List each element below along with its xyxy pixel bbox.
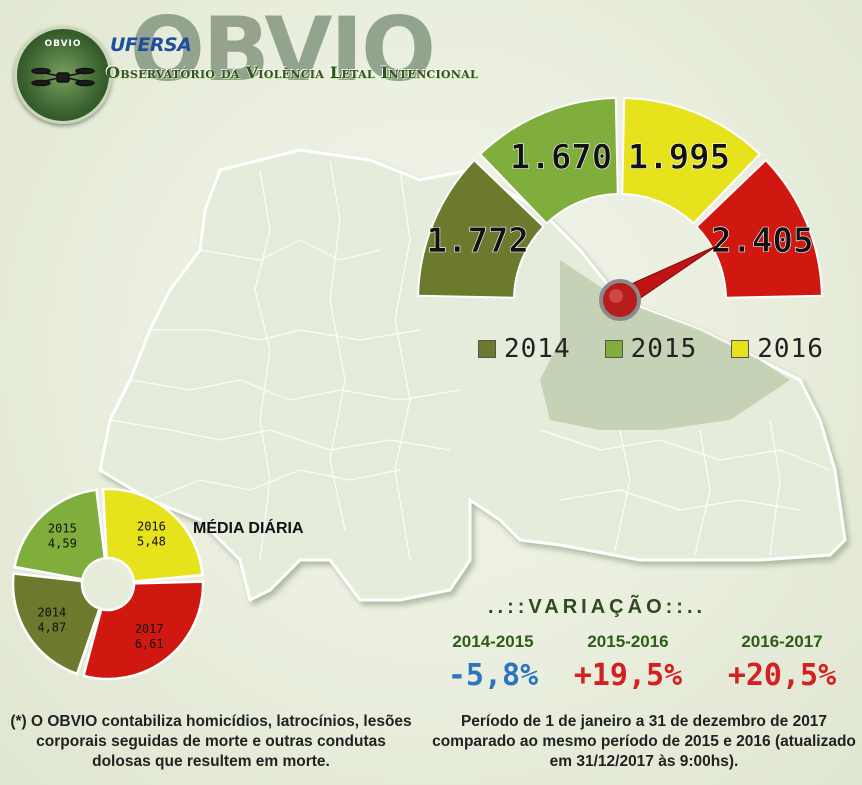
legend-label-2014: 2014 bbox=[504, 334, 571, 364]
variation-2014-2015: 2014-2015 -5,8% bbox=[428, 632, 558, 693]
legend-label-2015: 2015 bbox=[630, 334, 698, 364]
gauge-legend: 2014 2015 2016 bbox=[478, 334, 824, 364]
drone-icon bbox=[31, 67, 95, 87]
variation-value: -5,8% bbox=[447, 658, 539, 693]
variation-title: ..::VARIAÇÃO::.. bbox=[488, 596, 707, 618]
legend-item-2014: 2014 bbox=[478, 334, 571, 364]
obvio-logo: OBVIO bbox=[14, 26, 112, 124]
variation-value: +19,5% bbox=[573, 658, 683, 693]
variation-period: 2015-2016 bbox=[587, 632, 669, 651]
university-logo: UFERSA bbox=[110, 34, 192, 56]
legend-item-2015: 2015 bbox=[604, 334, 698, 364]
logo-text: OBVIO bbox=[44, 39, 82, 49]
variation-value: +20,5% bbox=[727, 658, 837, 693]
brand-watermark: OBVIO bbox=[130, 0, 436, 101]
variation-2015-2016: 2015-2016 +19,5% bbox=[558, 632, 698, 693]
legend-item-2016: 2016 bbox=[731, 334, 824, 364]
legend-swatch-2016 bbox=[731, 340, 750, 358]
legend-swatch-2014 bbox=[478, 340, 496, 358]
legend-label-2016: 2016 bbox=[757, 334, 824, 364]
map-borders bbox=[109, 159, 831, 561]
page-subtitle: Observatório da Violência Letal Intencio… bbox=[106, 63, 479, 82]
variation-2016-2017: 2016-2017 +20,5% bbox=[712, 632, 852, 693]
donut-title: MÉDIA DIÁRIA bbox=[193, 520, 304, 537]
period-note: Período de 1 de janeiro a 31 de dezembro… bbox=[432, 713, 856, 770]
variation-period: 2014-2015 bbox=[452, 632, 534, 651]
footnote: (*) O OBVIO contabiliza homicídios, latr… bbox=[10, 713, 412, 770]
variation-period: 2016-2017 bbox=[741, 632, 823, 651]
legend-swatch-2015 bbox=[604, 340, 623, 358]
